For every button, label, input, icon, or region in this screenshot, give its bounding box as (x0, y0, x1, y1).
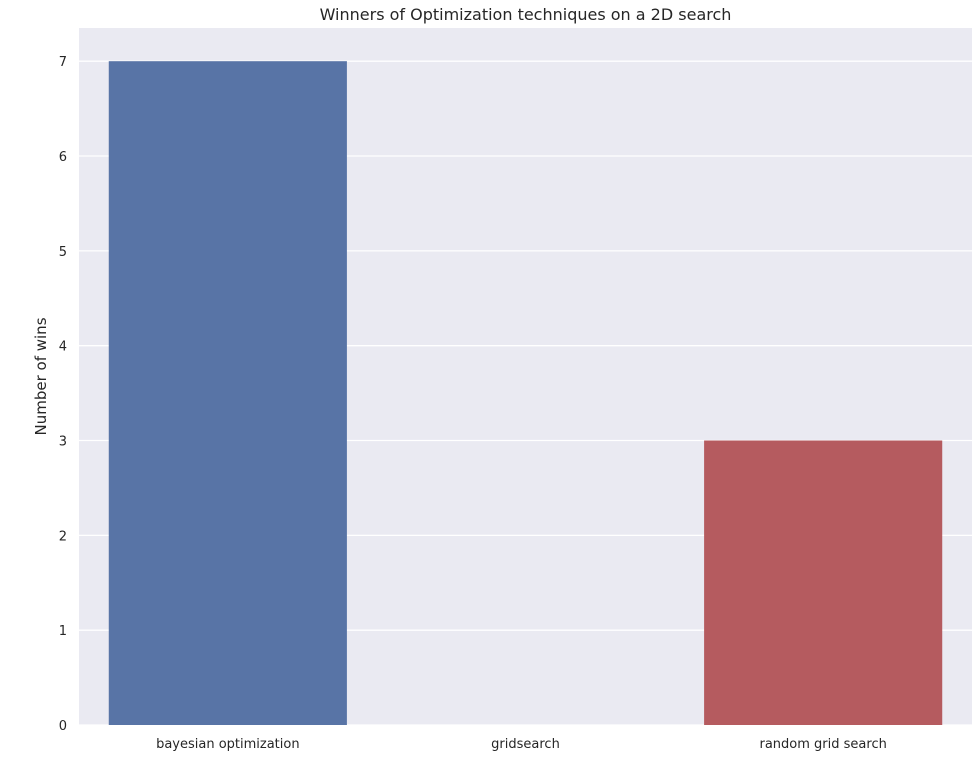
y-tick-label: 7 (59, 55, 67, 70)
y-axis-label: Number of wins (32, 317, 50, 435)
x-tick-label: gridsearch (491, 737, 560, 752)
y-axis-ticks: 0 1 2 3 4 5 6 7 (59, 55, 67, 734)
chart-title: Winners of Optimization techniques on a … (320, 5, 732, 24)
y-tick-label: 4 (59, 340, 67, 355)
x-axis-ticks: bayesian optimization gridsearch random gr… (156, 737, 887, 752)
bars (108, 61, 943, 725)
y-tick-label: 0 (59, 719, 67, 734)
x-tick-label: bayesian optimization (156, 737, 300, 752)
y-tick-label: 2 (59, 529, 67, 544)
y-tick-label: 1 (59, 624, 67, 639)
x-tick-label: random grid search (760, 737, 887, 752)
bar-bayesian-optimization (108, 61, 347, 725)
y-tick-label: 6 (59, 150, 67, 165)
y-tick-label: 5 (59, 245, 67, 260)
y-tick-label: 3 (59, 435, 67, 450)
bar-random-grid-search (704, 440, 943, 725)
